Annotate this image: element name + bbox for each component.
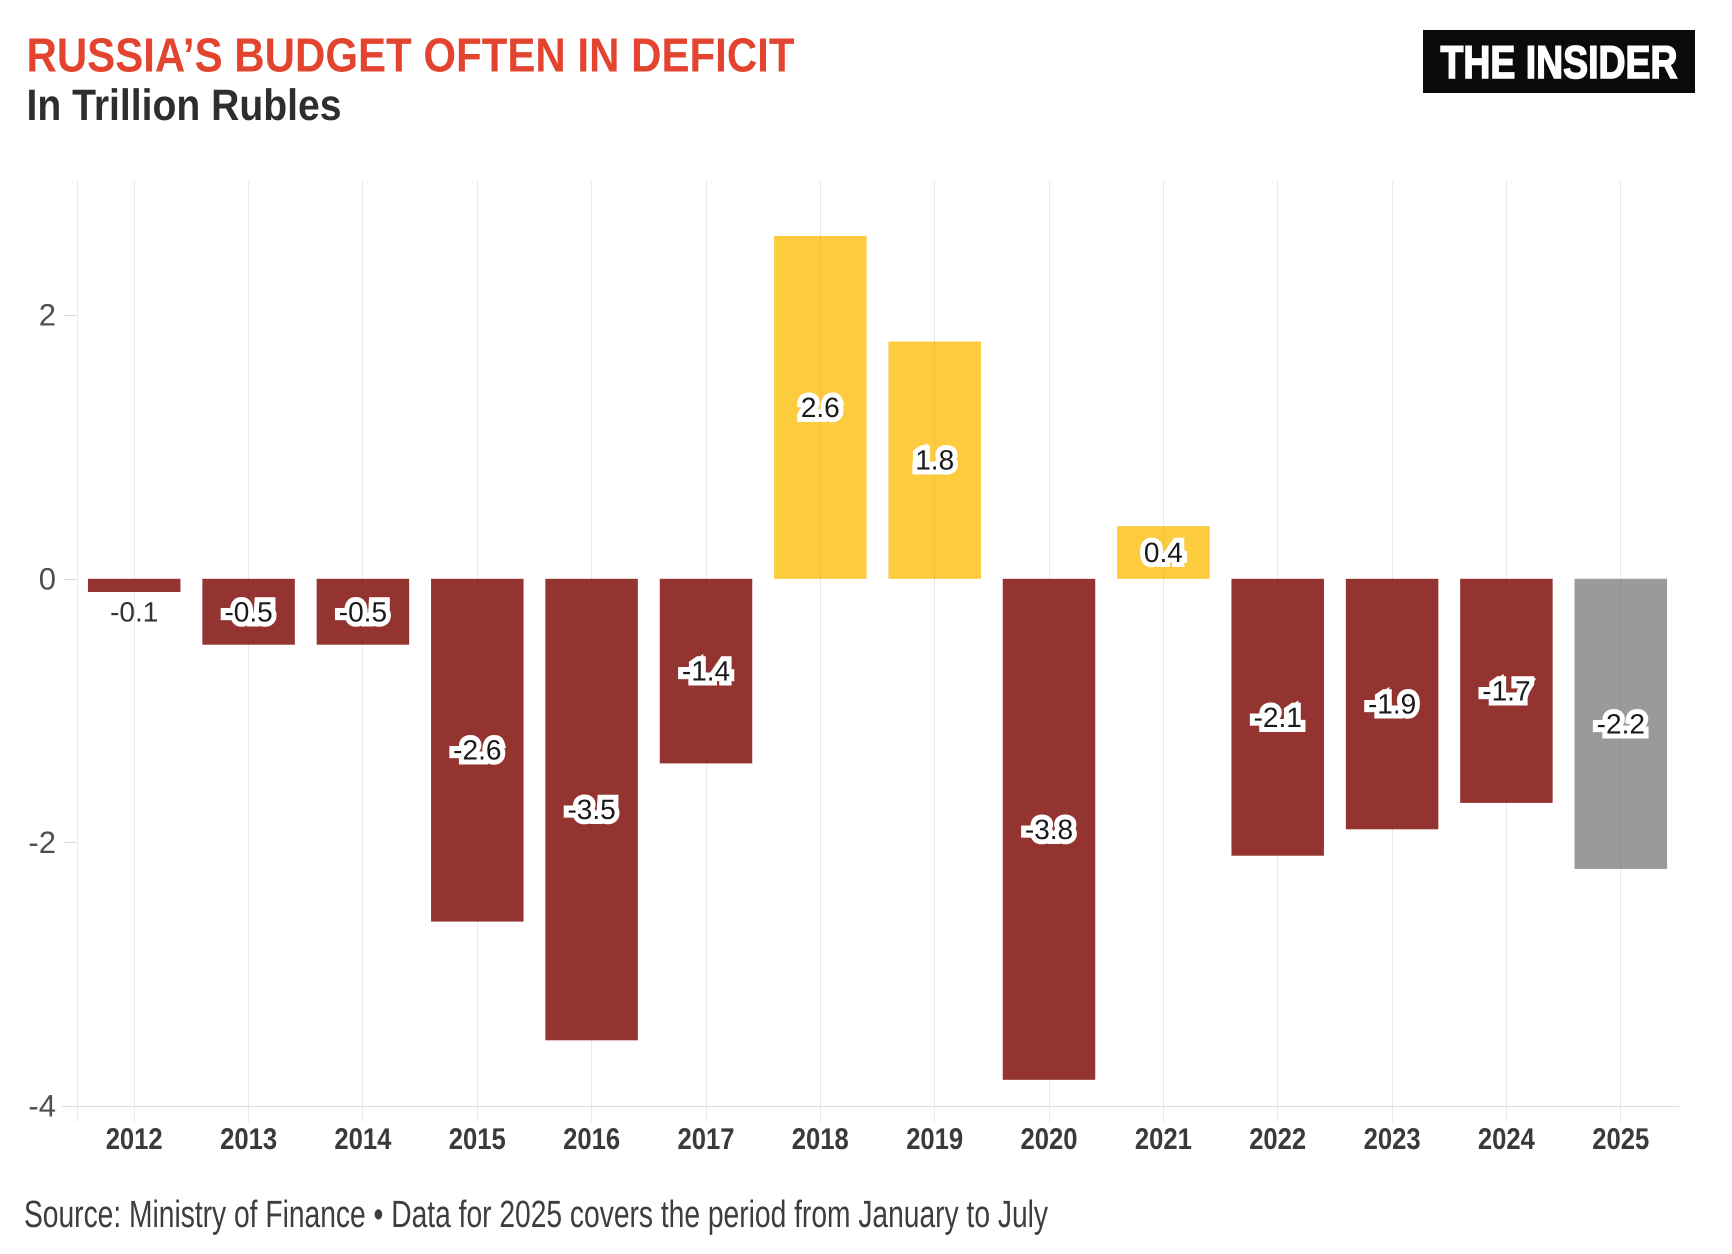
svg-text:-3.5: -3.5 (567, 794, 615, 825)
svg-text:-0.5: -0.5 (224, 596, 272, 627)
svg-text:2021: 2021 (1135, 1123, 1192, 1156)
svg-text:RUSSIA’S BUDGET OFTEN IN DEFIC: RUSSIA’S BUDGET OFTEN IN DEFICIT (27, 30, 795, 83)
svg-text:2022: 2022 (1249, 1123, 1306, 1156)
svg-text:THE INSIDER: THE INSIDER (1441, 36, 1678, 88)
svg-text:-0.1: -0.1 (110, 597, 158, 628)
svg-text:2020: 2020 (1021, 1123, 1078, 1156)
svg-text:2023: 2023 (1364, 1123, 1421, 1156)
svg-text:0: 0 (39, 561, 56, 596)
svg-text:-1.7: -1.7 (1482, 675, 1530, 706)
svg-text:-1.9: -1.9 (1368, 689, 1416, 720)
svg-text:-1.4: -1.4 (682, 656, 730, 687)
svg-text:-0.5: -0.5 (339, 596, 387, 627)
svg-text:2019: 2019 (906, 1123, 963, 1156)
svg-text:2018: 2018 (792, 1123, 849, 1156)
svg-text:2015: 2015 (449, 1123, 506, 1156)
svg-text:1.8: 1.8 (915, 445, 954, 476)
svg-text:Source: Ministry of Finance •: Source: Ministry of Finance • Data for 2… (24, 1194, 1048, 1236)
svg-text:2016: 2016 (563, 1123, 620, 1156)
svg-text:2017: 2017 (678, 1123, 735, 1156)
svg-text:0.4: 0.4 (1144, 537, 1183, 568)
svg-text:-3.8: -3.8 (1025, 814, 1073, 845)
svg-text:2.6: 2.6 (801, 392, 840, 423)
svg-text:In Trillion Rubles: In Trillion Rubles (27, 81, 342, 130)
svg-text:-2.1: -2.1 (1254, 702, 1302, 733)
svg-text:-2.2: -2.2 (1597, 708, 1645, 739)
svg-text:-2.6: -2.6 (453, 735, 501, 766)
svg-text:-2: -2 (28, 825, 56, 860)
svg-text:2014: 2014 (334, 1123, 391, 1156)
svg-text:2012: 2012 (106, 1123, 163, 1156)
svg-text:2024: 2024 (1478, 1123, 1535, 1156)
svg-text:2025: 2025 (1592, 1123, 1649, 1156)
svg-text:2013: 2013 (220, 1123, 277, 1156)
svg-text:2: 2 (39, 298, 56, 333)
svg-text:-4: -4 (28, 1089, 56, 1124)
